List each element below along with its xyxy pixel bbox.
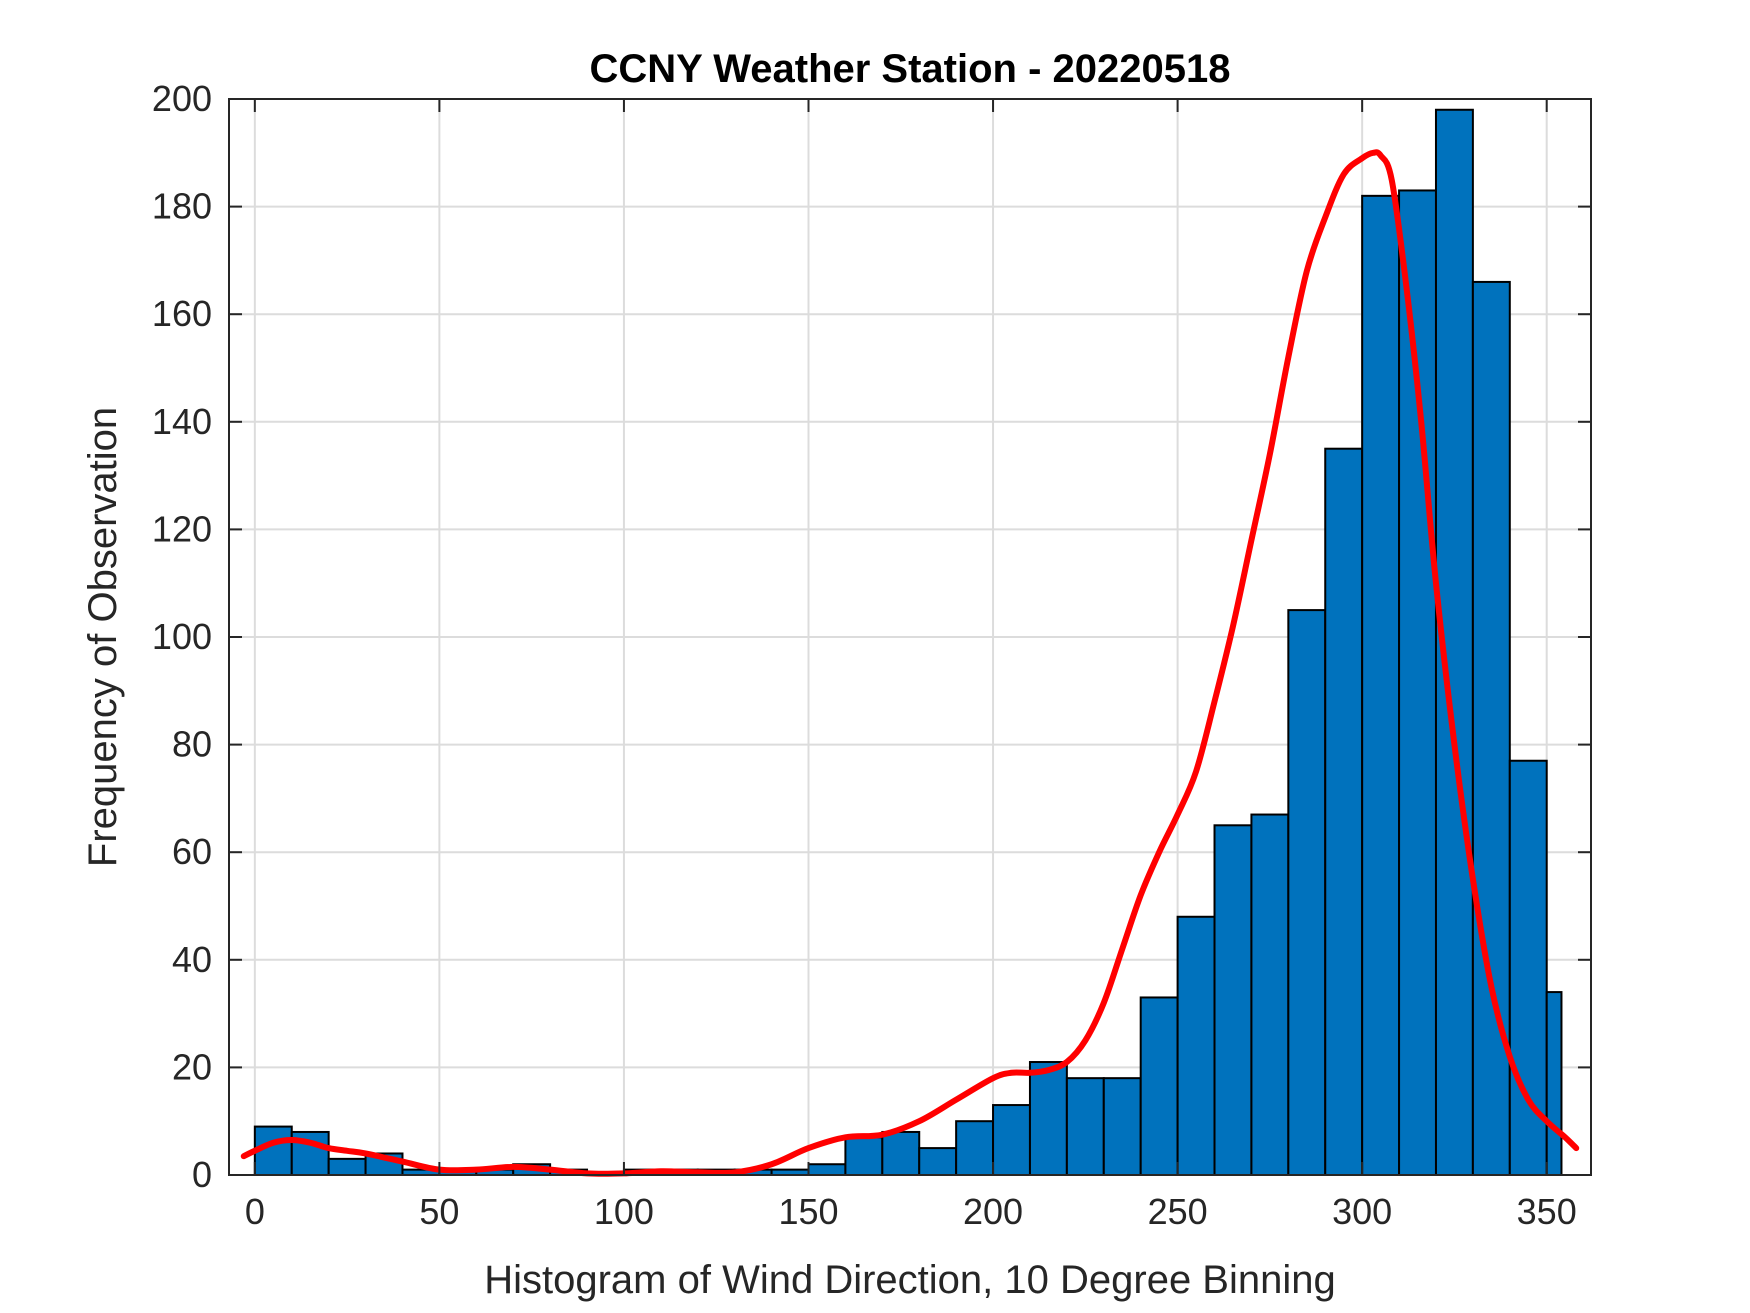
y-tick-label: 100 [152,616,212,657]
x-tick-label: 100 [594,1191,654,1232]
y-tick-label: 140 [152,401,212,442]
y-tick-label: 40 [172,939,212,980]
histogram-bar [1324,447,1364,1176]
axis-ticks [229,98,1591,1176]
y-tick-label: 60 [172,831,212,872]
histogram-bar [807,1163,847,1176]
histogram-bar [1213,824,1253,1176]
histogram-bar [1545,991,1563,1177]
histogram-bar [1287,609,1327,1176]
y-tick-label: 80 [172,724,212,765]
x-tick-label: 200 [963,1191,1023,1232]
y-tick-label: 180 [152,186,212,227]
histogram-bars [253,108,1563,1177]
histogram-bar [1398,189,1437,1176]
y-tick-label: 200 [152,78,212,119]
histogram-bar [1508,759,1548,1176]
histogram-bar [327,1157,367,1176]
histogram-bar [844,1136,884,1176]
x-tick-label: 0 [245,1191,265,1232]
histogram-bar [1250,813,1290,1176]
x-tick-label: 50 [419,1191,459,1232]
y-axis-label: Frequency of Observation [81,407,125,867]
histogram-bar [1361,194,1401,1176]
histogram-bar [881,1130,921,1176]
histogram-bar [918,1147,958,1176]
histogram-bar [1139,996,1179,1177]
x-tick-label: 250 [1148,1191,1208,1232]
histogram-bar [1028,1061,1068,1177]
histogram-bar [955,1120,995,1176]
x-tick-label: 350 [1517,1191,1577,1232]
x-tick-label: 300 [1332,1191,1392,1232]
y-tick-labels: 0 20 40 60 80 100 120 140 160 180 200 [152,78,212,1195]
density-curve [240,149,1580,1177]
y-tick-label: 20 [172,1046,212,1087]
y-tick-label: 160 [152,293,212,334]
x-tick-labels: 0 50 100 150 200 250 300 350 [245,1191,1577,1232]
histogram-bar [1065,1077,1105,1177]
y-tick-label: 0 [192,1154,212,1195]
x-tick-label: 150 [778,1191,838,1232]
histogram-bar [1176,915,1216,1176]
y-tick-label: 120 [152,508,212,549]
histogram-bar [1102,1077,1142,1177]
histogram-bar [992,1104,1031,1177]
x-axis-label: Histogram of Wind Direction, 10 Degree B… [484,1258,1336,1302]
chart-title: CCNY Weather Station - 20220518 [590,47,1231,91]
